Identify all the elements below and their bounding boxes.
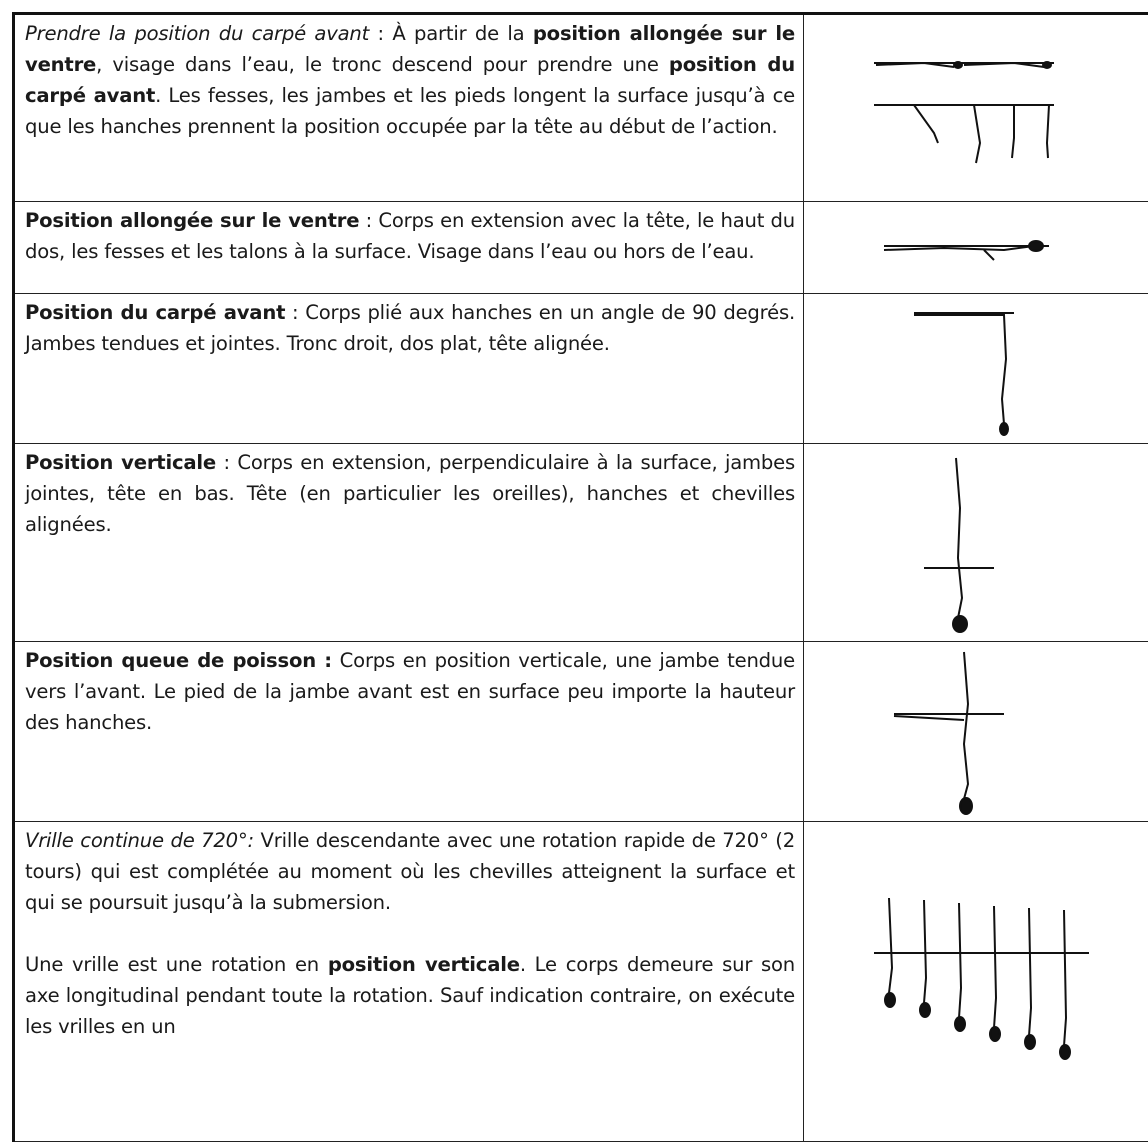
figure-allongee [864, 228, 1064, 268]
row: Position allongée sur le ventre : Corps … [14, 202, 1148, 294]
paragraph: Prendre la position du carpé avant : À p… [25, 18, 795, 142]
row: Position verticale : Corps en extension,… [14, 444, 1148, 642]
figure-cell [804, 294, 1148, 444]
row: Position du carpé avant : Corps plié aux… [14, 294, 1148, 444]
description-cell: Position verticale : Corps en extension,… [14, 444, 804, 642]
figure-verticale [864, 448, 1064, 638]
paragraph: Position du carpé avant : Corps plié aux… [25, 297, 795, 359]
paragraph: Position queue de poisson : Corps en pos… [25, 645, 795, 738]
figure-cell [804, 642, 1148, 822]
description-cell: Prendre la position du carpé avant : À p… [14, 14, 804, 202]
figure-queue-de-poisson [864, 644, 1064, 819]
page: Positions html, body { margin: 0; paddin… [0, 0, 1148, 1108]
description-cell: Position queue de poisson : Corps en pos… [14, 642, 804, 822]
bold-text: Position queue de poisson : [25, 649, 332, 672]
figure-carpe-sequence [864, 33, 1064, 183]
paragraph: Position allongée sur le ventre : Corps … [25, 205, 795, 267]
figure-cell [804, 444, 1148, 642]
row: Prendre la position du carpé avant : À p… [14, 14, 1148, 202]
paragraph: Une vrille est une rotation en position … [25, 949, 795, 1042]
figure-cell [804, 14, 1148, 202]
figure-cell [804, 822, 1148, 1142]
text: , visage dans l’eau, le tronc descend po… [96, 53, 669, 76]
italic-text: Vrille continue de 720°: [25, 829, 254, 852]
row: Position queue de poisson : Corps en pos… [14, 642, 1148, 822]
positions-table: Prendre la position du carpé avant : À p… [12, 12, 1148, 1142]
text: Une vrille est une rotation en [25, 953, 328, 976]
description-cell: Vrille continue de 720°: Vrille descenda… [14, 822, 804, 1142]
bold-text: Position verticale [25, 451, 216, 474]
figure-cell [804, 202, 1148, 294]
bold-text: position verticale [328, 953, 520, 976]
description-cell: Position du carpé avant : Corps plié aux… [14, 294, 804, 444]
bold-text: Position du carpé avant [25, 301, 285, 324]
document: Prendre la position du carpé avant : À p… [0, 0, 1148, 1108]
figure-vrille [864, 878, 1094, 1078]
row: Vrille continue de 720°: Vrille descenda… [14, 822, 1148, 1142]
text: : À partir de la [369, 22, 533, 45]
italic-text: Prendre la position du carpé avant [25, 22, 369, 45]
figure-carpe [864, 299, 1064, 439]
paragraph: Vrille continue de 720°: Vrille descenda… [25, 825, 795, 918]
bold-text: Position allongée sur le ventre [25, 209, 359, 232]
description-cell: Position allongée sur le ventre : Corps … [14, 202, 804, 294]
paragraph: Position verticale : Corps en extension,… [25, 447, 795, 540]
